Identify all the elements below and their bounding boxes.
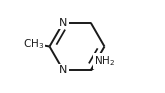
Text: N: N — [59, 18, 67, 28]
Text: N: N — [59, 65, 67, 75]
Text: CH$_3$: CH$_3$ — [23, 37, 45, 51]
Text: NH$_2$: NH$_2$ — [94, 54, 115, 68]
